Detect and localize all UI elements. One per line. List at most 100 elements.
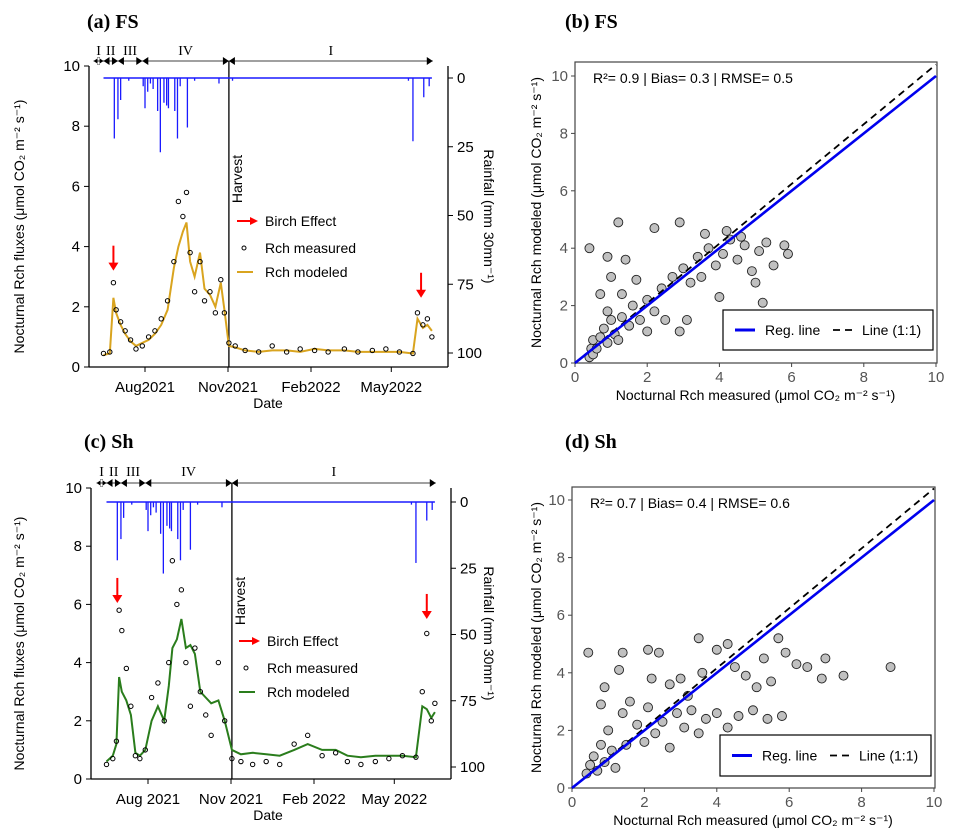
scatter-point (584, 243, 595, 254)
y2-tick-label: 50 (457, 208, 474, 225)
x-tick-label: Feb2022 (281, 379, 340, 396)
y-tick-label: 6 (557, 607, 565, 624)
phase-label: II (109, 465, 119, 480)
scatter-point (632, 719, 643, 730)
measured-point (372, 758, 379, 765)
scatter-point (816, 673, 827, 684)
scatter-point (711, 644, 722, 655)
scatter-point (631, 274, 642, 285)
y-tick-label: 2 (72, 299, 80, 316)
measured-point (155, 680, 161, 686)
birch-arrowhead (421, 610, 432, 619)
scatter-point (681, 315, 692, 325)
x-axis-label: Date (253, 807, 283, 823)
measured-point (414, 310, 421, 316)
y-tick-label: 8 (74, 538, 82, 555)
scatter-point (664, 679, 675, 690)
measured-point (139, 343, 145, 349)
x-tick-label: 10 (928, 369, 945, 386)
legend-one-to-one-label: Line (1:1) (862, 322, 921, 338)
scatter-point (674, 326, 685, 337)
measured-point (283, 349, 290, 355)
y2-tick-label: 100 (457, 345, 482, 362)
scatter-point (675, 673, 686, 684)
measured-point (291, 741, 297, 747)
measured-point (419, 689, 425, 695)
y-tick-label: 8 (560, 125, 568, 142)
measured-point (386, 755, 392, 762)
panel-title: (b) FS (565, 11, 618, 33)
measured-point (429, 334, 435, 340)
measured-point (221, 718, 228, 724)
measured-point (127, 337, 134, 343)
phase-label: III (123, 44, 137, 59)
scatter-point (750, 277, 761, 288)
scatter-point (613, 335, 624, 345)
legend-measured-marker (241, 245, 247, 251)
x-tick-label: 8 (857, 794, 865, 811)
scatter-point (729, 662, 740, 672)
scatter-point (751, 682, 762, 693)
scatter-point (624, 696, 635, 707)
scatter-point (643, 702, 653, 713)
measured-point (238, 758, 244, 765)
phase-arrowheads (106, 479, 121, 487)
y-tick-label: 10 (63, 58, 80, 75)
x-tick-label: 8 (860, 369, 868, 386)
y-tick-label: 0 (72, 359, 80, 376)
y2-axis-label: Rainfall (mm 30mn⁻¹) (481, 566, 497, 700)
measured-point (128, 703, 134, 709)
measured-point (137, 755, 143, 762)
scatter-point (777, 711, 787, 721)
y-tick-label: 10 (548, 492, 565, 509)
scatter-point (620, 254, 631, 265)
scatter-point (820, 653, 831, 664)
measured-point (197, 258, 203, 265)
x-tick-label: 0 (571, 369, 579, 386)
measured-point (396, 349, 403, 355)
harvest-label: Harvest (229, 155, 245, 203)
scatter-point (686, 705, 697, 716)
scatter-point (746, 266, 757, 277)
measured-point (191, 289, 198, 295)
phase-arrowheads (120, 479, 146, 487)
phase-label: II (106, 44, 116, 59)
y-tick-label: 4 (72, 239, 80, 256)
panel-b: (b) FS 0 2 4 6 8 10 0 2 4 6 8 10 Nocturnal Rch measur… (528, 11, 944, 403)
scatter-point (649, 223, 660, 234)
scatter-point (762, 713, 773, 724)
regression-line (571, 498, 935, 790)
scatter-point (696, 271, 707, 282)
scatter-point (617, 708, 628, 719)
scatter-point (721, 226, 732, 236)
phase-label: I (99, 465, 104, 480)
y-axis-label: Nocturnal Rch fluxes (μmol CO₂ m⁻² s⁻¹) (11, 100, 27, 354)
x-tick-label: 10 (926, 794, 943, 811)
measured-point (208, 732, 214, 739)
y-tick-label: 6 (74, 596, 82, 613)
x-tick-label: May 2022 (361, 791, 427, 808)
y-tick-label: 6 (560, 183, 568, 200)
measured-point (161, 718, 167, 724)
y-tick-label: 2 (560, 298, 568, 315)
scatter-point (779, 240, 790, 251)
scatter-point (649, 306, 660, 317)
measured-point (192, 645, 198, 651)
phase-label: I (96, 44, 101, 59)
one-to-one-line (574, 63, 937, 364)
scatter-point (732, 254, 743, 265)
scatter-point (639, 736, 650, 747)
phase-label: IV (181, 465, 196, 480)
y-axis-label: Nocturnal Rch modeled (μmol CO₂ m⁻² s⁻¹) (528, 502, 544, 773)
measured-point (297, 346, 303, 352)
birch-arrowhead (416, 289, 427, 298)
y-tick-label: 10 (551, 68, 568, 85)
scatter-point (616, 312, 627, 323)
measured-point (432, 700, 438, 707)
x-tick-label: 2 (643, 369, 651, 386)
measured-point (187, 249, 193, 256)
y-tick-label: 0 (74, 771, 82, 788)
scatter-point (602, 251, 613, 262)
measured-point (269, 343, 275, 349)
measured-point (221, 310, 228, 316)
